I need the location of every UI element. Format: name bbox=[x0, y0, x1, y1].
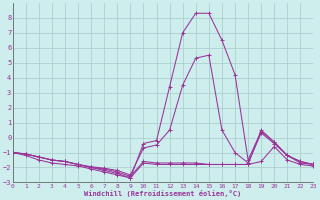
X-axis label: Windchill (Refroidissement éolien,°C): Windchill (Refroidissement éolien,°C) bbox=[84, 190, 242, 197]
